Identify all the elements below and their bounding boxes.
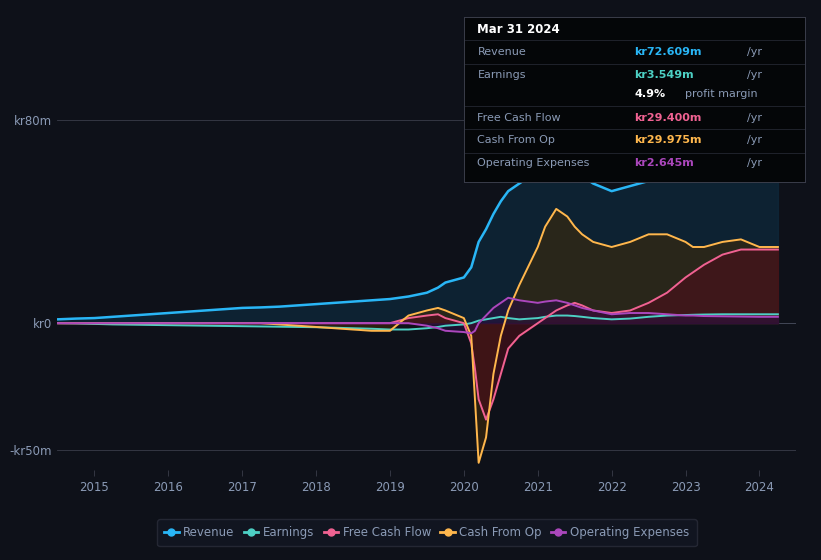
Legend: Revenue, Earnings, Free Cash Flow, Cash From Op, Operating Expenses: Revenue, Earnings, Free Cash Flow, Cash … [158, 519, 696, 547]
Text: /yr: /yr [746, 69, 762, 80]
Text: Operating Expenses: Operating Expenses [478, 158, 589, 168]
Text: 4.9%: 4.9% [635, 90, 665, 100]
Text: kr72.609m: kr72.609m [635, 47, 702, 57]
Text: Cash From Op: Cash From Op [478, 135, 555, 145]
Text: Revenue: Revenue [478, 47, 526, 57]
Text: /yr: /yr [746, 113, 762, 123]
Text: Free Cash Flow: Free Cash Flow [478, 113, 561, 123]
Text: Mar 31 2024: Mar 31 2024 [478, 23, 560, 36]
Text: /yr: /yr [746, 47, 762, 57]
Text: profit margin: profit margin [686, 90, 758, 100]
Text: kr3.549m: kr3.549m [635, 69, 694, 80]
Text: kr29.400m: kr29.400m [635, 113, 702, 123]
Text: /yr: /yr [746, 135, 762, 145]
Text: Earnings: Earnings [478, 69, 526, 80]
Text: kr2.645m: kr2.645m [635, 158, 694, 168]
Text: kr29.975m: kr29.975m [635, 135, 702, 145]
Text: /yr: /yr [746, 158, 762, 168]
